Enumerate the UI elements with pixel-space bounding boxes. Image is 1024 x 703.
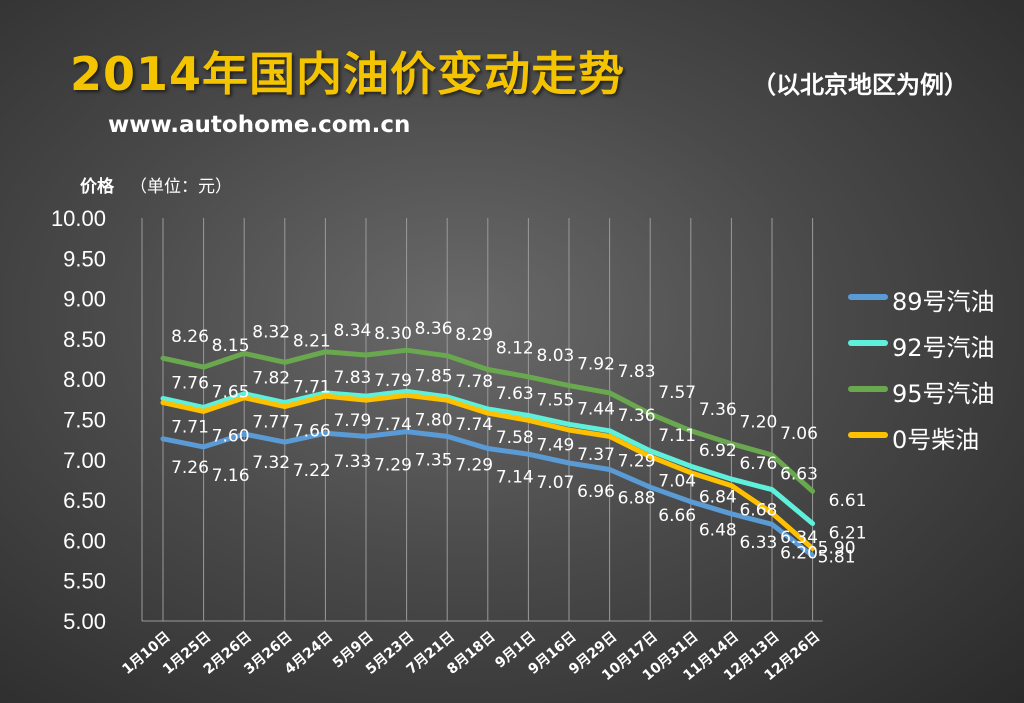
legend-label: 92号汽油 xyxy=(892,334,995,362)
data-label: 7.29 xyxy=(455,455,493,475)
data-label: 6.61 xyxy=(829,491,867,511)
data-label: 8.26 xyxy=(171,327,209,347)
data-label: 6.48 xyxy=(699,521,737,541)
legend-swatch xyxy=(848,432,888,438)
website-url: www.autohome.com.cn xyxy=(108,112,411,138)
data-label: 7.79 xyxy=(374,371,412,391)
data-label: 6.34 xyxy=(780,528,818,548)
series-line xyxy=(160,392,816,551)
data-label: 7.26 xyxy=(171,458,209,478)
y-tick-label: 6.50 xyxy=(63,488,106,513)
y-tick-label: 7.00 xyxy=(63,448,106,473)
data-label: 7.29 xyxy=(374,455,412,475)
data-label: 6.33 xyxy=(739,533,777,553)
page-title: 2014年国内油价变动走势 xyxy=(70,47,626,101)
data-label: 7.22 xyxy=(293,461,331,481)
data-label: 7.71 xyxy=(293,378,331,398)
data-label: 7.65 xyxy=(212,382,250,402)
data-label: 6.20 xyxy=(780,543,818,563)
data-label: 7.36 xyxy=(699,400,737,420)
data-label: 7.60 xyxy=(212,426,250,446)
y-tick-label: 8.00 xyxy=(63,367,106,392)
series-line xyxy=(160,429,816,559)
data-label: 6.68 xyxy=(739,501,777,521)
data-label: 5.90 xyxy=(818,538,856,558)
data-label: 6.92 xyxy=(699,441,737,461)
data-label: 8.12 xyxy=(496,339,534,359)
data-label: 8.34 xyxy=(333,321,371,341)
page-subtitle: （以北京地区为例） xyxy=(752,71,968,99)
legend-label: 95号汽油 xyxy=(892,380,995,408)
data-label: 7.82 xyxy=(252,369,290,389)
data-label: 7.55 xyxy=(536,390,574,410)
data-label: 7.35 xyxy=(415,451,453,471)
data-label: 7.77 xyxy=(252,413,290,433)
y-tick-label: 5.50 xyxy=(63,569,106,594)
data-label: 7.14 xyxy=(496,468,534,488)
y-axis-label: 价格 xyxy=(80,177,114,197)
data-label: 6.76 xyxy=(739,454,777,474)
data-label: 7.44 xyxy=(577,399,615,419)
data-label: 8.29 xyxy=(455,325,493,345)
data-label: 7.04 xyxy=(658,472,696,492)
series-line xyxy=(160,347,816,494)
data-label: 8.21 xyxy=(293,331,331,351)
data-label: 8.36 xyxy=(415,319,453,339)
legend-label: 89号汽油 xyxy=(892,288,995,316)
data-label: 7.29 xyxy=(618,451,656,471)
data-label: 7.66 xyxy=(293,422,331,442)
y-tick-label: 9.50 xyxy=(63,246,106,271)
data-label: 6.66 xyxy=(658,506,696,526)
data-label: 7.63 xyxy=(496,384,534,404)
data-label: 7.57 xyxy=(658,383,696,403)
data-label: 7.36 xyxy=(618,406,656,426)
y-tick-label: 5.00 xyxy=(63,609,106,634)
data-label: 7.74 xyxy=(374,415,412,435)
data-label: 6.63 xyxy=(780,465,818,485)
data-label: 7.83 xyxy=(618,362,656,382)
data-label: 7.07 xyxy=(536,473,574,493)
data-label: 7.16 xyxy=(212,466,250,486)
data-label: 7.33 xyxy=(333,452,371,472)
y-tick-label: 8.50 xyxy=(63,327,106,352)
data-label: 8.03 xyxy=(536,346,574,366)
data-label: 7.20 xyxy=(739,413,777,433)
data-label: 5.81 xyxy=(818,548,856,568)
data-label: 6.88 xyxy=(618,488,656,508)
data-label: 7.79 xyxy=(333,411,371,431)
y-axis-unit: （单位：元） xyxy=(130,177,232,197)
data-label: 7.92 xyxy=(577,355,615,375)
data-label: 7.37 xyxy=(577,445,615,465)
data-label: 8.15 xyxy=(212,336,250,356)
data-label: 7.71 xyxy=(171,418,209,438)
data-label: 7.11 xyxy=(658,426,696,446)
data-label: 7.06 xyxy=(780,424,818,444)
data-label: 7.76 xyxy=(171,374,209,394)
legend-swatch xyxy=(848,386,888,392)
legend-swatch xyxy=(848,294,888,300)
data-label: 7.32 xyxy=(252,453,290,473)
y-tick-label: 7.50 xyxy=(63,408,106,433)
data-label: 6.21 xyxy=(829,523,867,543)
data-label: 7.49 xyxy=(536,435,574,455)
legend-label: 0号柴油 xyxy=(892,426,980,454)
data-label: 7.85 xyxy=(415,366,453,386)
legend-swatch xyxy=(848,340,888,346)
data-label: 8.32 xyxy=(252,322,290,342)
series-line xyxy=(160,388,816,526)
data-label: 6.84 xyxy=(699,488,737,508)
data-label: 7.80 xyxy=(415,410,453,430)
data-label: 6.96 xyxy=(577,482,615,502)
y-tick-label: 6.00 xyxy=(63,528,106,553)
data-label: 7.58 xyxy=(496,428,534,448)
y-tick-label: 10.00 xyxy=(51,206,106,231)
data-label: 7.74 xyxy=(455,415,493,435)
data-label: 7.78 xyxy=(455,372,493,392)
data-label: 8.30 xyxy=(374,324,412,344)
data-label: 7.83 xyxy=(333,368,371,388)
y-tick-label: 9.00 xyxy=(63,287,106,312)
